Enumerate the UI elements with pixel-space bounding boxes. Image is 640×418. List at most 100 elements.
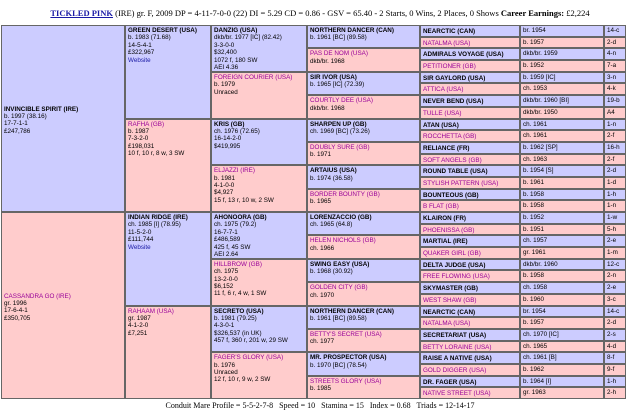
horse-name[interactable]: FOREIGN COURIER (USA) bbox=[214, 73, 293, 81]
horse-cell: PAS DE NOM (USA) dkb/br. 1968 bbox=[307, 48, 420, 72]
g5-name-text[interactable]: DELTA JUDGE (USA) bbox=[423, 261, 486, 269]
horse-name[interactable]: DOUBLY SURE (GB) bbox=[310, 143, 370, 151]
g5-name-text[interactable]: PETITIONER (GB) bbox=[423, 63, 476, 71]
g5-name-text[interactable]: PHOENISSA (GB) bbox=[423, 226, 475, 234]
g5-name-text[interactable]: SOFT ANGELS (GB) bbox=[423, 156, 482, 164]
g5-name-text[interactable]: ROUND TABLE (USA) bbox=[423, 168, 488, 176]
g5-name-text[interactable]: B FLAT (GB) bbox=[423, 203, 459, 211]
horse-info: 457 f, 360 r, 201 w, 29 SW bbox=[214, 337, 288, 345]
horse-name[interactable]: BETTY'S SECRET (USA) bbox=[310, 330, 382, 338]
horse-info: 16-7-7-1 bbox=[214, 228, 238, 236]
horse-info[interactable]: Website bbox=[128, 56, 151, 64]
horse-name[interactable]: RAFHA (GB) bbox=[128, 120, 165, 128]
horse-name[interactable]: PAS DE NOM (USA) bbox=[310, 50, 368, 58]
horse-name[interactable]: ELJAZZI (IRE) bbox=[214, 167, 255, 175]
g5-info: gr. 1963 bbox=[520, 387, 604, 399]
g5-info-text: ch. 1957 bbox=[523, 237, 548, 245]
g5-name-text[interactable]: ADMIRALS VOYAGE (USA) bbox=[423, 51, 504, 59]
g5-name-text[interactable]: QUAKER GIRL (GB) bbox=[423, 250, 481, 258]
horse-info: $419,995 bbox=[214, 142, 241, 150]
horse-name[interactable]: NORTHERN DANCER (CAN) bbox=[310, 307, 394, 315]
pedigree: INVINCIBLE SPIRIT (IRE) b. 1997 (38.16) 17… bbox=[1, 25, 626, 399]
horse-info: 4-1-0-0 bbox=[214, 182, 235, 190]
horse-info: ch. 1976 (72.65) bbox=[214, 127, 260, 135]
g5-name: NATIVE STREET (USA) bbox=[420, 387, 520, 399]
horse-name[interactable]: SHARPEN UP (GB) bbox=[310, 120, 367, 128]
g5-name-text[interactable]: MARTIAL (IRE) bbox=[423, 238, 468, 246]
horse-name[interactable]: HELEN NICHOLS (GB) bbox=[310, 237, 376, 245]
g5-name-text[interactable]: ATAN (USA) bbox=[423, 121, 459, 129]
horse-info: $6,152 bbox=[214, 282, 234, 290]
horse-cell: GOLDEN CITY (GB) ch. 1970 bbox=[307, 282, 420, 306]
g5-name-text[interactable]: FREE FLOWING (USA) bbox=[423, 273, 490, 281]
g5-name-text[interactable]: RAISE A NATIVE (USA) bbox=[423, 355, 492, 363]
horse-name[interactable]: FAGER'S GLORY (USA) bbox=[214, 354, 284, 362]
horse-name[interactable]: LORENZACCIO (GB) bbox=[310, 214, 372, 221]
horse-cell: MR. PROSPECTOR (USA) b. 1970 [BC] (78.54) bbox=[307, 352, 420, 376]
g5-info: b. 1951 bbox=[520, 223, 604, 236]
horse-name[interactable]: AHONOORA (GB) bbox=[214, 214, 267, 221]
g5-family: 1-n bbox=[604, 200, 626, 212]
g5-name-text[interactable]: NEARCTIC (CAN) bbox=[423, 28, 476, 35]
g5-family: 16-h bbox=[604, 141, 626, 154]
g5-name-text[interactable]: WEST SHAW (GB) bbox=[423, 296, 477, 304]
horse-name[interactable]: NORTHERN DANCER (CAN) bbox=[310, 27, 394, 34]
g5-name-text[interactable]: STYLISH PATTERN (USA) bbox=[423, 179, 499, 187]
g5-family: 5-h bbox=[604, 223, 626, 236]
g5-name-text[interactable]: NATIVE STREET (USA) bbox=[423, 390, 491, 398]
horse-name[interactable]: RAHAAM (USA) bbox=[128, 307, 174, 315]
horse-cell: DANZIG (USA) dkb/br. 1977 [IC] (82.42) 3-3… bbox=[211, 25, 307, 72]
horse-name[interactable]: SECRETO (USA) bbox=[214, 307, 264, 315]
g5-name-text[interactable]: SECRETARIAT (USA) bbox=[423, 331, 487, 339]
g5-name-text[interactable]: KLAIRON (FR) bbox=[423, 215, 467, 222]
horse-name[interactable]: BORDER BOUNTY (GB) bbox=[310, 190, 380, 198]
horse-name[interactable]: DANZIG (USA) bbox=[214, 27, 258, 34]
g5-name-text[interactable]: SIR GAYLORD (USA) bbox=[423, 74, 486, 82]
g5-name-text[interactable]: ROCCHETTA (GB) bbox=[423, 133, 477, 141]
horse-name[interactable]: GOLDEN CITY (GB) bbox=[310, 284, 368, 292]
horse-info: b. 1985 bbox=[310, 385, 332, 393]
g5-name-text[interactable]: ATTICA (USA) bbox=[423, 86, 464, 94]
g5-info-text: ch. 1961 [B] bbox=[523, 354, 557, 362]
details: (IRE) gr. F, 2009 DP = 4-11-7-0-0 (22) D… bbox=[115, 8, 499, 18]
horse-info: Unraced bbox=[214, 369, 238, 377]
horse-name[interactable]: SIR IVOR (USA) bbox=[310, 73, 357, 81]
g5-info: b. 1957 bbox=[520, 36, 604, 49]
horse-name[interactable]: STREETS GLORY (USA) bbox=[310, 377, 382, 385]
g5-name-text[interactable]: RELIANCE (FR) bbox=[423, 144, 470, 152]
horse-info: 14-5-4-1 bbox=[128, 41, 152, 49]
g5-family: 2-f bbox=[604, 153, 626, 166]
horse-cell: GREEN DESERT (USA) b. 1983 (71.68) 14-5-4-… bbox=[125, 25, 211, 119]
horse-name[interactable]: MR. PROSPECTOR (USA) bbox=[310, 354, 387, 362]
g5-family: 7-a bbox=[604, 60, 626, 72]
g5-name: GOLD DIGGER (USA) bbox=[420, 363, 520, 376]
g5-name-text[interactable]: BOUNTEOUS (GB) bbox=[423, 191, 479, 199]
g5-name-text[interactable]: NEARCTIC (CAN) bbox=[423, 308, 476, 316]
g5-name: SIR GAYLORD (USA) bbox=[420, 71, 520, 84]
g5-name-text[interactable]: DR. FAGER (USA) bbox=[423, 378, 477, 386]
horse-name[interactable]: KRIS (GB) bbox=[214, 120, 245, 128]
g5-name-text[interactable]: NATALMA (USA) bbox=[423, 39, 471, 47]
horse-name[interactable]: ARTAIUS (USA) bbox=[310, 167, 357, 175]
g5-name-text[interactable]: GOLD DIGGER (USA) bbox=[423, 366, 487, 374]
horse-info: ch. 1970 bbox=[310, 291, 335, 299]
g5-family: 4-k bbox=[604, 83, 626, 96]
horse-info[interactable]: Website bbox=[128, 243, 151, 251]
horse-name[interactable]: GREEN DESERT (USA) bbox=[128, 27, 197, 34]
horse-name[interactable]: SWING EASY (USA) bbox=[310, 260, 370, 268]
g5-name-text[interactable]: TULLE (USA) bbox=[423, 109, 462, 117]
g5-name-text[interactable]: BETTY LORAINE (USA) bbox=[423, 343, 492, 351]
horse-name[interactable]: INDIAN RIDGE (IRE) bbox=[128, 214, 188, 221]
horse-name[interactable]: CASSANDRA GO (IRE) bbox=[4, 292, 71, 300]
horse-name[interactable]: TICKLED PINK bbox=[50, 8, 113, 18]
g5-name-text[interactable]: SKYMASTER (GB) bbox=[423, 285, 478, 293]
horse-info: £111,744 bbox=[128, 236, 154, 244]
horse-name[interactable]: INVINCIBLE SPIRIT (IRE) bbox=[4, 105, 79, 113]
g5-family-text: 2-d bbox=[607, 319, 617, 327]
g5-name-text[interactable]: NEVER BEND (USA) bbox=[423, 98, 484, 106]
g5-name-text[interactable]: NATALMA (USA) bbox=[423, 320, 471, 328]
horse-info: b. 1961 [BC] (89.58) bbox=[310, 314, 367, 322]
g5-family: 2-d bbox=[604, 165, 626, 177]
horse-name[interactable]: COURTLY DEE (USA) bbox=[310, 97, 373, 105]
horse-name[interactable]: HILLBROW (GB) bbox=[214, 260, 262, 268]
